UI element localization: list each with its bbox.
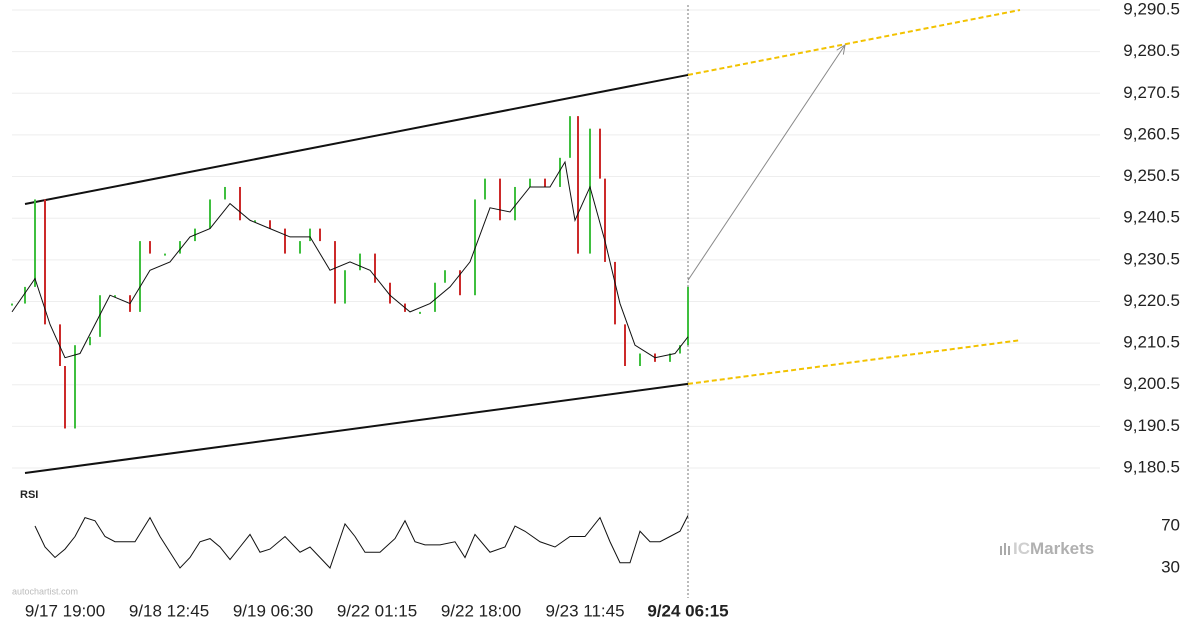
channel-line: [687, 9, 1021, 76]
y-tick-label: 9,210.5: [1123, 333, 1180, 352]
watermark: autochartist.com: [12, 586, 78, 596]
y-tick-label: 30: [1161, 557, 1180, 576]
x-tick-label: 9/22 18:00: [441, 601, 521, 620]
y-tick-label: 9,200.5: [1123, 374, 1180, 393]
panel-title: RSI: [20, 489, 38, 501]
y-tick-label: 9,180.5: [1123, 458, 1180, 477]
logo-bar: [1008, 546, 1010, 555]
projection-arrow: [687, 45, 845, 281]
logo-prefix: IC: [1013, 539, 1030, 558]
series-line: [34, 515, 689, 569]
y-tick-label: 70: [1161, 515, 1180, 534]
logo-text: ICMarkets: [1013, 539, 1094, 558]
y-tick-label: 9,230.5: [1123, 249, 1180, 268]
y-tick-label: 9,240.5: [1123, 208, 1180, 227]
logo-name: Markets: [1030, 539, 1094, 558]
x-tick-label: 9/19 06:30: [233, 601, 313, 620]
channel-line: [24, 382, 689, 475]
x-tick-label: 9/23 11:45: [545, 601, 624, 620]
y-tick-label: 9,260.5: [1123, 124, 1180, 143]
y-tick-label: 9,250.5: [1123, 166, 1180, 185]
y-tick-label: 9,290.5: [1123, 0, 1180, 18]
y-tick-label: 9,190.5: [1123, 416, 1180, 435]
logo: ICMarkets: [1000, 539, 1094, 558]
x-tick-label: 9/24 06:15: [647, 601, 728, 620]
channel-line: [24, 73, 689, 206]
y-tick-label: 9,280.5: [1123, 41, 1180, 60]
logo-bar: [1000, 546, 1002, 555]
x-tick-label: 9/17 19:00: [25, 601, 105, 620]
series-line: [11, 160, 689, 359]
logo-bar: [1004, 543, 1006, 555]
x-tick-label: 9/18 12:45: [129, 601, 209, 620]
channel-line: [687, 339, 1021, 385]
y-tick-label: 9,270.5: [1123, 83, 1180, 102]
x-tick-label: 9/22 01:15: [337, 601, 417, 620]
y-tick-label: 9,220.5: [1123, 291, 1180, 310]
